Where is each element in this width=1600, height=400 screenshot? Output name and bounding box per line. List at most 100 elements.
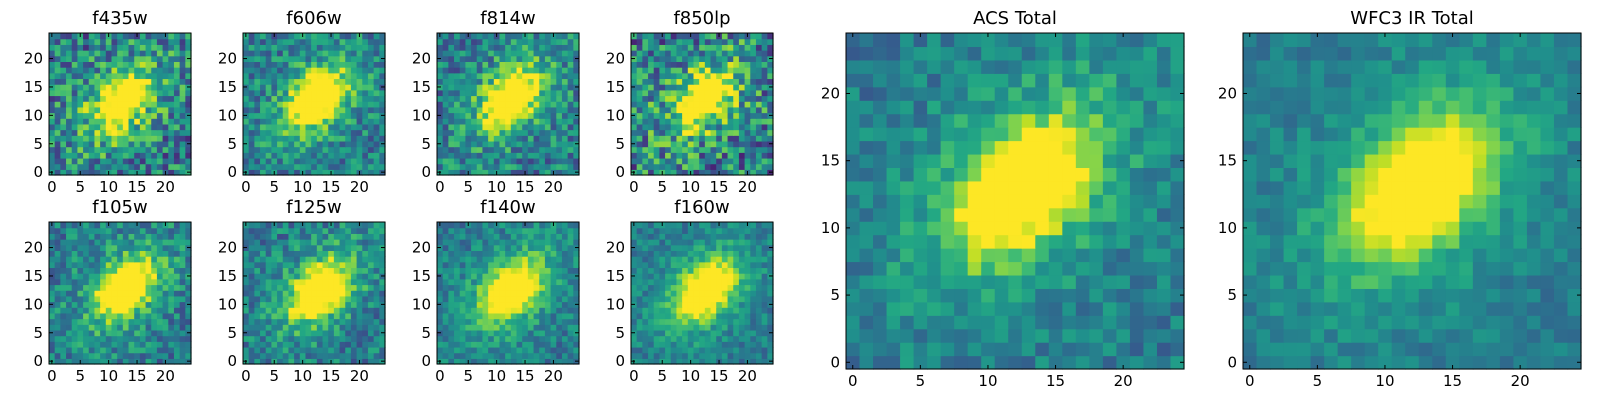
- heatmap-cell: [265, 61, 272, 68]
- heatmap-cell: [260, 267, 267, 274]
- heatmap-cell: [642, 135, 649, 142]
- heatmap-cell: [721, 307, 729, 314]
- heatmap-cell: [693, 152, 700, 159]
- heatmap-cell: [442, 50, 449, 57]
- heatmap-cell: [454, 33, 461, 40]
- heatmap-cell: [156, 84, 164, 91]
- heatmap-cell: [442, 284, 449, 291]
- heatmap-cell: [151, 335, 158, 342]
- heatmap-cell: [499, 273, 506, 280]
- heatmap-cell: [111, 38, 118, 45]
- heatmap-cell: [544, 123, 552, 131]
- heatmap-cell: [128, 140, 135, 148]
- heatmap-cell: [333, 284, 341, 291]
- heatmap-cell: [100, 169, 107, 176]
- heatmap-cell: [379, 152, 386, 159]
- heatmap-cell: [350, 78, 358, 85]
- heatmap-cell: [66, 55, 73, 62]
- heatmap-cell: [294, 244, 301, 251]
- heatmap-cell: [482, 72, 489, 80]
- heatmap-cell: [733, 78, 740, 85]
- heatmap-cell: [88, 290, 96, 297]
- heatmap-cell: [185, 312, 192, 320]
- heatmap-cell: [356, 261, 363, 269]
- heatmap-cell: [54, 295, 61, 303]
- heatmap-cell: [465, 307, 472, 314]
- heatmap-cell: [682, 341, 689, 348]
- heatmap-cell: [173, 55, 181, 62]
- heatmap-cell: [260, 256, 267, 263]
- heatmap-cell: [254, 135, 261, 142]
- heatmap-cell: [282, 284, 290, 291]
- heatmap-cell: [379, 33, 386, 40]
- heatmap-cell: [527, 101, 535, 108]
- heatmap-cell: [271, 256, 278, 263]
- heatmap-cell: [367, 72, 375, 80]
- heatmap-cell: [60, 290, 67, 297]
- heatmap-cell: [527, 61, 535, 68]
- heatmap-cell: [561, 33, 569, 40]
- heatmap-cell: [282, 256, 290, 263]
- heatmap-cell: [556, 324, 563, 331]
- heatmap-cell: [282, 335, 290, 342]
- heatmap-cell: [288, 140, 295, 148]
- heatmap-cell: [77, 295, 84, 303]
- heatmap-cell: [66, 307, 73, 314]
- heatmap-cell: [533, 307, 540, 314]
- heatmap-cell: [83, 101, 90, 108]
- heatmap-cell: [305, 33, 312, 40]
- heatmap-cell: [437, 78, 444, 85]
- heatmap-cell: [437, 284, 444, 291]
- heatmap-cell: [733, 152, 740, 159]
- heatmap-cell: [54, 324, 61, 331]
- heatmap-cell: [71, 129, 78, 136]
- heatmap-cell: [744, 78, 751, 85]
- heatmap-cell: [442, 244, 449, 251]
- heatmap-cell: [699, 295, 706, 303]
- heatmap-cell: [682, 290, 689, 297]
- heatmap-cell: [710, 55, 717, 62]
- heatmap-cell: [145, 341, 152, 348]
- heatmap-cell: [750, 55, 757, 62]
- heatmap-cell: [316, 239, 324, 246]
- heatmap-cell: [260, 318, 267, 325]
- heatmap-cell: [488, 84, 495, 91]
- heatmap-cell: [322, 284, 329, 291]
- heatmap-cell: [750, 329, 757, 337]
- heatmap-cell: [362, 250, 369, 257]
- heatmap-cell: [299, 55, 307, 62]
- heatmap-cell: [527, 38, 535, 45]
- heatmap-cell: [539, 163, 546, 170]
- heatmap-cell: [648, 55, 655, 62]
- heatmap-cell: [54, 50, 61, 57]
- heatmap-cell: [750, 106, 757, 114]
- heatmap-cell: [282, 329, 290, 337]
- heatmap-cell: [122, 244, 130, 251]
- heatmap-cell: [539, 129, 546, 136]
- heatmap-cell: [636, 106, 643, 114]
- heatmap-cell: [66, 312, 73, 320]
- heatmap-cell: [727, 358, 734, 365]
- heatmap-cell: [659, 106, 666, 114]
- heatmap-cell: [499, 222, 506, 229]
- heatmap-cell: [54, 38, 61, 45]
- heatmap-cell: [767, 290, 774, 297]
- heatmap-cell: [476, 261, 484, 269]
- heatmap-cell: [476, 118, 484, 125]
- heatmap-cell: [94, 341, 101, 348]
- heatmap-cell: [465, 157, 472, 165]
- heatmap-cell: [54, 233, 61, 240]
- heatmap-cell: [659, 290, 666, 297]
- heatmap-cell: [282, 33, 290, 40]
- heatmap-cell: [367, 95, 375, 102]
- heatmap-cell: [744, 95, 751, 102]
- heatmap-cell: [510, 38, 518, 45]
- heatmap-cell: [105, 239, 113, 246]
- heatmap-cell: [471, 278, 478, 286]
- heatmap-cell: [260, 129, 267, 136]
- heatmap-cell: [151, 67, 158, 74]
- heatmap-cell: [294, 250, 301, 257]
- heatmap-cell: [322, 352, 329, 359]
- heatmap-cell: [122, 44, 130, 51]
- heatmap-cell: [733, 163, 740, 170]
